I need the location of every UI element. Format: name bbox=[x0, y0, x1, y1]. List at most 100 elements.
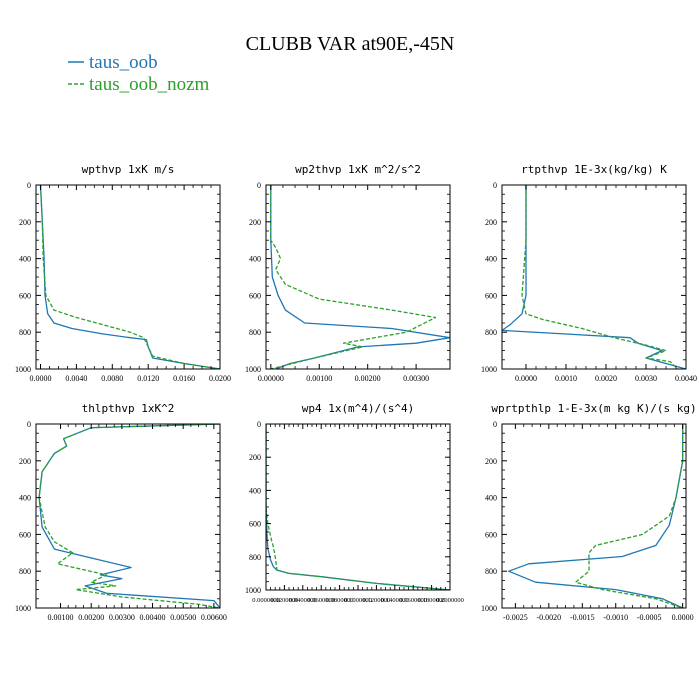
panel-2: rtpthvp 1E-3x(kg/kg) K 0 200 400 600 800 1000 0… bbox=[481, 163, 697, 383]
series-line-taus-oob bbox=[270, 185, 450, 369]
x-tick-label-5-1: -0.0020 bbox=[537, 613, 562, 622]
x-tick-label-4-0: 0.0000000 bbox=[252, 597, 280, 604]
y-tick-label-3-2: 400 bbox=[19, 494, 31, 503]
panel-series-3 bbox=[38, 424, 220, 608]
series-line-taus-oob-nozm bbox=[39, 185, 220, 369]
x-tick-label-1-2: 0.00200 bbox=[355, 374, 381, 383]
panel-series-1 bbox=[270, 185, 450, 369]
series-line-taus-oob bbox=[266, 424, 450, 590]
x-tick-label-4-4: 0.0800000 bbox=[326, 597, 354, 604]
plot-frame-4 bbox=[265, 423, 451, 591]
x-tick-label-4-5: 0.1000000 bbox=[344, 597, 372, 604]
x-tick-label-5-0: -0.0025 bbox=[503, 613, 528, 622]
y-tick-label-1-5: 1000 bbox=[245, 365, 261, 374]
x-tick-label-0-4: 0.0160 bbox=[173, 374, 195, 383]
y-tick-label-1-4: 800 bbox=[249, 328, 261, 337]
y-tick-label-0-3: 600 bbox=[19, 291, 31, 300]
legend: taus_oob taus_oob_nozm bbox=[68, 52, 210, 95]
x-tick-label-4-6: 0.1200000 bbox=[363, 597, 391, 604]
panel-3: thlpthvp 1xK^2 0 200 400 600 800 1000 0.00100 0.… bbox=[15, 402, 227, 622]
y-tick-label-2-0: 0 bbox=[493, 181, 497, 190]
x-tick-label-5-2: -0.0015 bbox=[570, 613, 595, 622]
series-line-taus-oob bbox=[508, 424, 684, 608]
panel-title-3: thlpthvp 1xK^2 bbox=[82, 402, 175, 415]
panel-title-4: wp4 1x(m^4)/(s^4) bbox=[302, 402, 415, 415]
x-tick-label-5-5: 0.0000 bbox=[672, 613, 694, 622]
y-tick-label-5-3: 600 bbox=[485, 530, 497, 539]
y-tick-label-0-5: 1000 bbox=[15, 365, 31, 374]
x-tick-label-3-0: 0.00100 bbox=[48, 613, 74, 622]
y-tick-label-3-1: 200 bbox=[19, 457, 31, 466]
y-tick-label-1-3: 600 bbox=[249, 291, 261, 300]
y-tick-label-4-4: 800 bbox=[249, 553, 261, 562]
y-tick-label-5-2: 400 bbox=[485, 494, 497, 503]
y-tick-label-1-2: 400 bbox=[249, 255, 261, 264]
plot-frame-2 bbox=[501, 184, 687, 370]
legend-label-taus-oob: taus_oob bbox=[89, 52, 158, 73]
y-tick-label-0-2: 400 bbox=[19, 255, 31, 264]
figure-title: CLUBB VAR at90E,-45N bbox=[246, 33, 455, 55]
series-line-taus-oob bbox=[502, 185, 686, 369]
x-tick-label-5-4: -0.0005 bbox=[637, 613, 662, 622]
x-tick-label-2-3: 0.0030 bbox=[635, 374, 657, 383]
x-tick-label-2-4: 0.0040 bbox=[675, 374, 697, 383]
series-line-taus-oob-nozm bbox=[574, 424, 684, 608]
x-tick-label-4-3: 0.0600000 bbox=[307, 597, 335, 604]
series-line-taus-oob-nozm bbox=[521, 185, 679, 369]
legend-label-taus-oob-nozm: taus_oob_nozm bbox=[89, 74, 210, 95]
x-tick-label-4-8: 0.1600000 bbox=[399, 597, 427, 604]
y-tick-label-2-3: 600 bbox=[485, 291, 497, 300]
x-tick-label-0-3: 0.0120 bbox=[137, 374, 159, 383]
x-tick-label-1-0: 0.00000 bbox=[258, 374, 284, 383]
y-tick-label-4-3: 600 bbox=[249, 520, 261, 529]
y-tick-label-5-0: 0 bbox=[493, 420, 497, 429]
x-tick-label-4-9: 0.1800000 bbox=[418, 597, 446, 604]
x-tick-label-4-10: 0.2000000 bbox=[436, 597, 464, 604]
y-tick-label-4-0: 0 bbox=[257, 420, 261, 429]
y-tick-label-1-0: 0 bbox=[257, 181, 261, 190]
y-tick-label-2-1: 200 bbox=[485, 218, 497, 227]
x-tick-label-0-0: 0.0000 bbox=[29, 374, 51, 383]
panel-title-5: wprtpthlp 1-E-3x(m kg K)/(s kg) bbox=[491, 402, 696, 415]
x-tick-label-3-4: 0.00500 bbox=[170, 613, 196, 622]
panel-series-2 bbox=[502, 185, 686, 369]
panel-title-1: wp2thvp 1xK m^2/s^2 bbox=[295, 163, 421, 176]
y-tick-label-4-2: 400 bbox=[249, 486, 261, 495]
y-tick-label-0-4: 800 bbox=[19, 328, 31, 337]
x-tick-label-4-7: 0.1400000 bbox=[381, 597, 409, 604]
plot-frame-1 bbox=[265, 184, 451, 370]
y-tick-label-3-5: 1000 bbox=[15, 604, 31, 613]
x-tick-label-2-0: 0.0000 bbox=[515, 374, 537, 383]
panel-series-5 bbox=[508, 424, 684, 608]
panel-title-2: rtpthvp 1E-3x(kg/kg) K bbox=[521, 163, 667, 176]
y-tick-label-2-4: 800 bbox=[485, 328, 497, 337]
panel-series-0 bbox=[39, 185, 220, 369]
y-tick-label-3-0: 0 bbox=[27, 420, 31, 429]
series-line-taus-oob-nozm bbox=[270, 185, 437, 369]
series-line-taus-oob-nozm bbox=[38, 424, 220, 608]
y-tick-label-2-5: 1000 bbox=[481, 365, 497, 374]
panel-0: wpthvp 1xK m/s 0 200 400 600 800 10000.0000 0.0… bbox=[15, 163, 231, 383]
y-tick-label-2-2: 400 bbox=[485, 255, 497, 264]
x-tick-label-0-5: 0.0200 bbox=[209, 374, 231, 383]
y-tick-label-1-1: 200 bbox=[249, 218, 261, 227]
x-tick-label-1-3: 0.00300 bbox=[403, 374, 429, 383]
y-tick-label-4-5: 1000 bbox=[245, 586, 261, 595]
y-tick-label-4-1: 200 bbox=[249, 453, 261, 462]
y-tick-label-0-0: 0 bbox=[27, 181, 31, 190]
x-tick-label-0-2: 0.0080 bbox=[101, 374, 123, 383]
y-tick-label-5-5: 1000 bbox=[481, 604, 497, 613]
x-tick-label-3-5: 0.00600 bbox=[201, 613, 227, 622]
panel-title-0: wpthvp 1xK m/s bbox=[82, 163, 175, 176]
y-tick-label-0-1: 200 bbox=[19, 218, 31, 227]
panel-1: wp2thvp 1xK m^2/s^2020040060080010000.00… bbox=[245, 163, 451, 383]
x-tick-label-3-1: 0.00200 bbox=[78, 613, 104, 622]
x-tick-label-3-2: 0.00300 bbox=[109, 613, 135, 622]
series-line-taus-oob bbox=[39, 185, 220, 369]
plot-frame-3 bbox=[35, 423, 221, 609]
series-line-taus-oob bbox=[38, 424, 220, 608]
panel-5: wprtpthlp 1-E-3x(m kg K)/(s kg) 0 200 400 60… bbox=[481, 402, 697, 622]
y-tick-label-5-1: 200 bbox=[485, 457, 497, 466]
